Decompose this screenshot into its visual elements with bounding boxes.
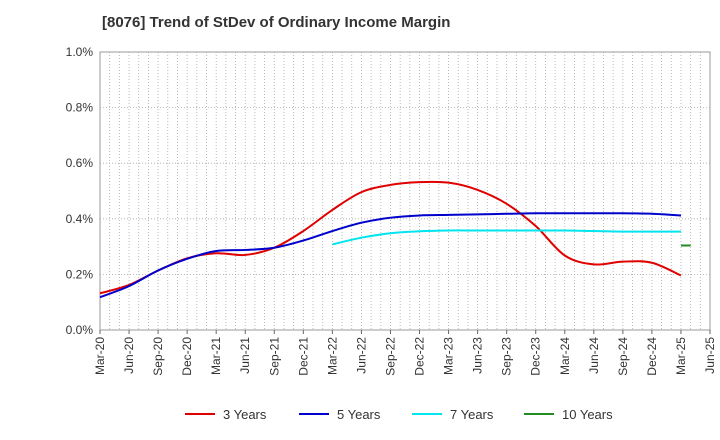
y-tick-label: 0.6% [66,156,94,170]
x-tick-label: Dec-21 [296,337,310,376]
x-tick-label: Mar-23 [442,337,456,375]
x-tick-label: Jun-24 [587,337,601,374]
y-tick-label: 0.0% [66,323,94,337]
series-line-5-years [99,212,682,299]
x-tick-label: Dec-20 [180,337,194,376]
x-tick-label: Sep-20 [151,337,165,376]
x-tick-label: Sep-23 [500,337,514,376]
legend-label-10-years: 10 Years [562,407,613,422]
x-tick-label: Jun-25 [703,337,717,374]
x-tick-label: Sep-24 [616,337,630,376]
legend-label-3-years: 3 Years [223,407,267,422]
x-tick-label: Dec-23 [529,337,543,376]
x-tick-label: Dec-24 [645,337,659,376]
y-tick-label: 0.4% [66,212,94,226]
y-tick-label: 0.8% [66,101,94,115]
y-tick-label: 0.2% [66,267,94,281]
x-tick-label: Sep-22 [383,337,397,376]
x-tick-label: Jun-22 [354,337,368,374]
x-tick-label: Dec-22 [413,337,427,376]
series-lines [99,180,691,299]
chart-title: [8076] Trend of StDev of Ordinary Income… [102,14,451,31]
legend-label-5-years: 5 Years [337,407,381,422]
grid [99,51,711,331]
x-tick-label: Jun-20 [122,337,136,374]
x-tick-label: Mar-21 [209,337,223,375]
x-tick-label: Mar-22 [325,337,339,375]
y-tick-label: 1.0% [66,45,94,59]
x-tick-label: Jun-23 [471,337,485,374]
x-tick-label: Mar-24 [558,337,572,375]
x-tick-label: Mar-25 [674,337,688,375]
axes: 0.0% 0.2% 0.4% 0.6% 0.8% 1.0% Mar-20 Jun-20 Sep-… [66,45,717,376]
x-tick-label: Sep-21 [267,337,281,376]
x-tick-label: Mar-20 [93,337,107,375]
plot-area [99,51,711,331]
legend: 3 Years 5 Years 7 Years 10 Years [185,407,613,422]
legend-label-7-years: 7 Years [450,407,494,422]
x-tick-label: Jun-21 [238,337,252,374]
series-line-7-years [332,229,681,246]
